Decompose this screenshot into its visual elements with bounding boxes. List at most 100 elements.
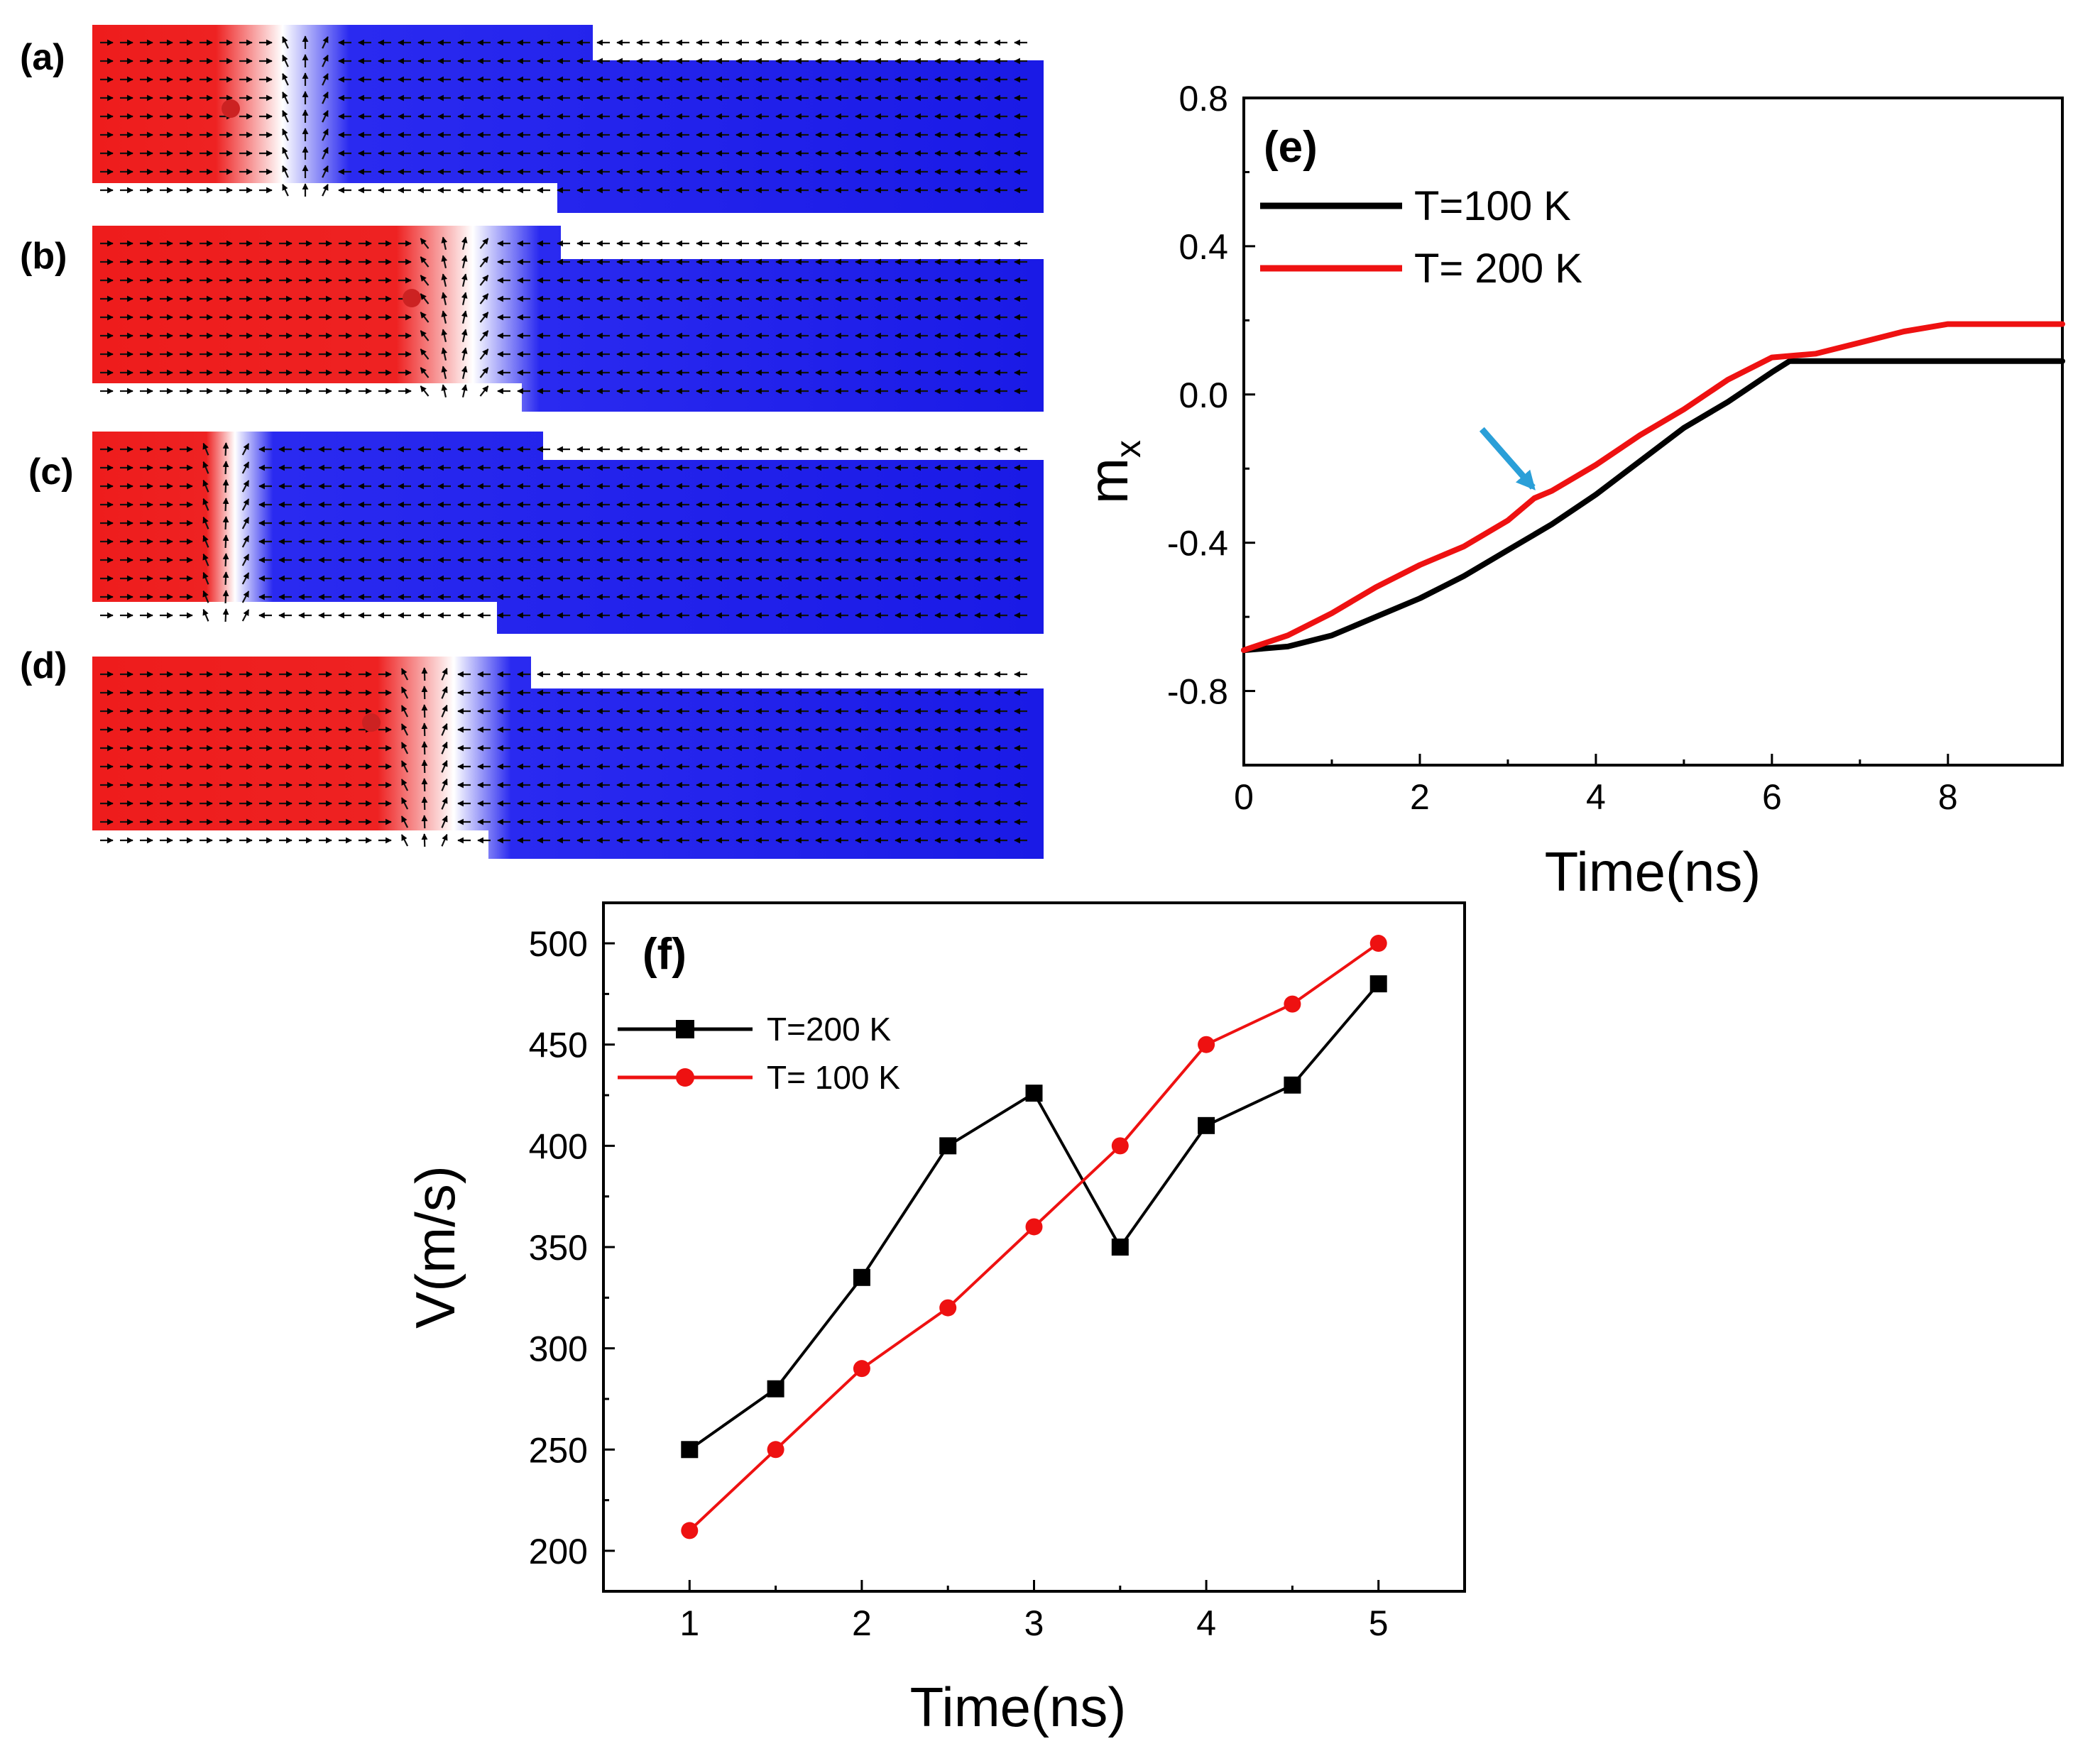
magnetization-vector [420,367,430,378]
chart-e-ytick-label: 0.8 [1178,79,1228,119]
magnetization-vector [420,293,430,304]
magnetization-vector [202,571,209,585]
chart-f-xtick-label: 1 [679,1603,699,1643]
chart-f-point-1 [1369,935,1387,953]
magnetization-vector [322,92,329,104]
magnetization-vector [241,535,250,548]
magnetization-vector [202,608,209,622]
magnetization-vector [441,833,448,847]
snapshot-panel-d: (d) [20,645,1044,859]
magnetization-vector [400,686,409,699]
magnetization-vector [461,236,468,251]
magnetization-vectors-b [100,236,1027,398]
chart-f-point-1 [939,1299,957,1317]
magnetization-vector [202,553,209,566]
magnetization-vector [479,275,489,286]
snapshot-panel-c: (c) [28,432,1044,634]
magnetization-vector [322,73,329,86]
magnetization-vector [202,590,209,603]
magnetization-vector [202,498,209,511]
magnetization-vector [420,312,430,323]
chart-f-point-1 [1284,995,1301,1013]
magnetization-vector [461,273,468,287]
magnetization-vector [241,461,250,474]
magnetization-vector [400,705,409,718]
chart-f-xtick-label: 3 [1024,1603,1044,1643]
chart-f-point-0 [1111,1239,1129,1256]
magnetization-vector [441,273,448,287]
magnetization-vector [241,554,250,566]
magnetization-vector [241,443,250,456]
magnetization-vector [282,128,289,141]
legend-e-label-0: T=100 K [1414,183,1571,229]
chart-f-series [681,935,1387,1539]
chart-f-panel-label: (f) [642,930,687,979]
chart-e-ylabel: mx [1077,440,1148,504]
magnetization-vector [282,165,289,178]
magnetization-vector [241,572,250,585]
magnetization-vector [202,461,209,474]
magnetization-vector [479,312,489,323]
magnetization-vector [322,147,329,160]
domain-wall-marker-a [222,99,240,118]
magnetization-vector [322,165,329,178]
chart-f-point-0 [681,1441,699,1459]
magnetization-vectors-a [100,35,1027,197]
magnetization-vector [400,742,409,754]
chart-f-ytick-label: 500 [529,924,588,964]
magnetization-vector [441,384,448,398]
magnetization-vector [282,73,289,86]
magnetization-vector [441,778,448,791]
chart-f-point-1 [681,1522,699,1539]
magnetization-vector [241,480,250,493]
magnetization-vector [400,816,409,828]
magnetization-vector [441,310,448,324]
chart-f-point-1 [767,1441,784,1459]
chart-e-ticks: 0 2 4 6 8 -0.8 -0.4 0.0 0.4 0.8 [1167,79,1958,817]
magnetization-vector [420,238,430,249]
chart-e-ytick-label: 0.0 [1178,375,1228,415]
legend-f-marker-0 [676,1020,694,1038]
magnetization-vector [322,36,329,49]
panel-label-b: (b) [20,236,67,277]
chart-f-ylabel: V(m/s) [404,1165,466,1329]
magnetization-vector [441,686,448,699]
magnetization-vector [441,815,448,828]
magnetization-vector [441,759,448,773]
chart-f-legend: T=200 K T= 100 K [618,1011,900,1096]
magnetization-vector [461,310,468,324]
chart-f-point-0 [1369,975,1387,993]
chart-f-point-0 [1198,1116,1215,1134]
chart-f-point-0 [767,1380,784,1398]
magnetization-vector [479,385,489,397]
magnetization-vector [461,329,468,343]
magnetization-vector [461,255,468,269]
magnetization-vector [479,293,489,304]
legend-f-label-1: T= 100 K [767,1059,900,1096]
magnetization-vector [441,741,448,754]
panel-label-d: (d) [20,645,67,686]
chart-e-panel-label: (e) [1264,123,1318,172]
chart-f-point-1 [1025,1218,1043,1236]
magnetization-vector [461,366,468,380]
chart-f-point-0 [853,1268,870,1286]
snapshot-panel-b: (b) [20,226,1044,412]
chart-f-ytick-label: 350 [529,1228,588,1268]
magnetization-vector [202,479,209,493]
magnetization-vectors-d [100,667,1027,847]
magnetization-vector [282,147,289,160]
magnetization-vector [420,330,430,341]
magnetization-vector [479,330,489,341]
domain-wall-marker-d [362,713,381,732]
chart-e-legend: T=100 K T= 200 K [1260,183,1582,292]
chart-f-ytick-label: 400 [529,1126,588,1166]
magnetization-vector [461,292,468,306]
chart-f-series-line-0 [688,982,1380,1451]
magnetization-vector [282,184,289,197]
magnetization-vector [441,292,448,306]
magnetization-vector [420,348,430,360]
chart-f-xtick-label: 2 [852,1603,872,1643]
magnetization-vector [400,723,409,736]
chart-e-xlabel: Time(ns) [1545,840,1761,903]
magnetization-vector [322,110,329,123]
